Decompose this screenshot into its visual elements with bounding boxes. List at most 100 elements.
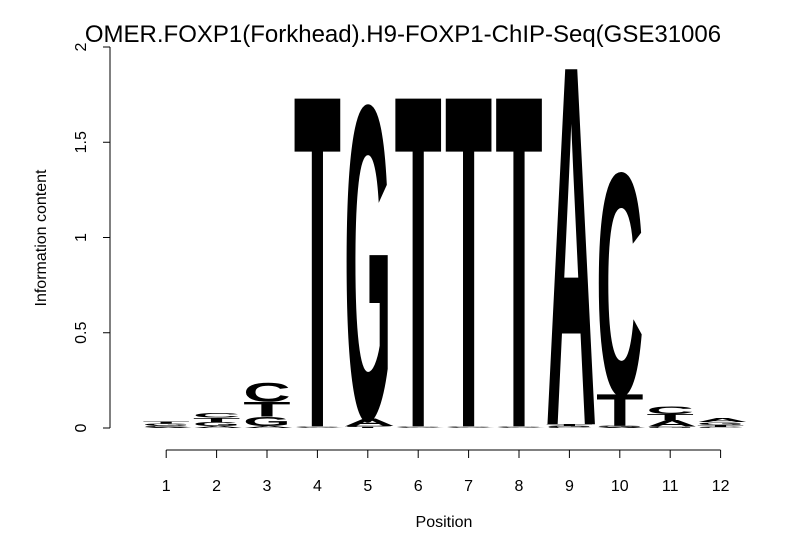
logo-letter-glyph: C xyxy=(596,106,643,462)
logo-letter-c: C xyxy=(294,427,341,428)
logo-letter-a: A xyxy=(344,416,395,428)
logo-letter-glyph: A xyxy=(445,427,496,428)
y-tick-label: 2 xyxy=(73,42,90,51)
logo-letter-t: T xyxy=(193,416,241,423)
y-tick-label: 0 xyxy=(73,423,90,432)
logo-letter-a: A xyxy=(495,427,546,428)
logo-letter-g: G xyxy=(243,414,290,429)
y-axis: 0 0.5 1 1.5 2 xyxy=(73,42,111,432)
logo-letter-g: G xyxy=(596,426,643,427)
logo-letter-glyph: C xyxy=(647,404,694,416)
x-tick-label: 7 xyxy=(464,478,473,495)
logo-letter-glyph: C xyxy=(697,427,744,429)
logo-letter-t: T xyxy=(243,398,291,421)
logo-letter-glyph: T xyxy=(697,424,744,427)
logo-letter-glyph: A xyxy=(697,417,748,423)
x-axis: 1 2 3 4 5 6 7 8 9 10 11 12 xyxy=(162,449,730,495)
logo-letter-g: G xyxy=(546,426,593,427)
logo-letter-glyph: A xyxy=(647,418,698,428)
logo-letter-glyph: T xyxy=(647,413,695,422)
logo-letter-c: C xyxy=(546,427,593,428)
logo-letter-glyph: C xyxy=(546,427,593,428)
logo-letter-g: G xyxy=(495,426,542,427)
logo-letter-glyph: T xyxy=(445,0,492,528)
logo-letter-a: A xyxy=(294,427,345,428)
logo-letter-glyph: A xyxy=(294,427,345,428)
logo-letter-glyph: T xyxy=(395,0,442,528)
x-tick-label: 5 xyxy=(363,478,372,495)
logo-letter-glyph: C xyxy=(193,412,240,419)
logo-letter-t: T xyxy=(697,424,744,427)
logo-letter-c: C xyxy=(143,425,190,427)
logo-letter-glyph: G xyxy=(143,423,190,426)
x-tick-label: 6 xyxy=(414,478,423,495)
logo-letter-c: C xyxy=(395,427,442,428)
logo-letter-c: C xyxy=(647,404,694,416)
logo-letter-glyph: T xyxy=(294,0,341,528)
logo-letter-glyph: C xyxy=(395,427,442,428)
logo-letter-a: A xyxy=(546,0,597,535)
x-tick-label: 11 xyxy=(662,478,679,495)
logo-letter-glyph: C xyxy=(294,427,341,428)
logo-letter-t: T xyxy=(647,413,695,422)
logo-letter-t: T xyxy=(596,386,644,436)
logo-letter-glyph: C xyxy=(344,426,391,428)
logo-letter-c: C xyxy=(193,412,240,419)
logo-letter-a: A xyxy=(193,426,244,429)
logo-letter-c: C xyxy=(445,427,492,428)
logo-letter-g: G xyxy=(395,426,442,427)
logo-letter-a: A xyxy=(395,427,446,428)
logo-letter-glyph: C xyxy=(495,427,542,428)
logo-letter-c: C xyxy=(495,427,542,428)
logo-letter-g: G xyxy=(647,426,694,428)
logo-letter-glyph: G xyxy=(596,426,643,427)
y-tick-label: 0.5 xyxy=(73,322,90,344)
logo-letter-glyph: G xyxy=(697,421,744,425)
logo-letter-glyph: C xyxy=(445,427,492,428)
logo-letter-glyph: G xyxy=(294,426,341,427)
logo-letter-glyph: G xyxy=(546,426,593,427)
logo-letter-glyph: A xyxy=(546,0,597,535)
logo-letter-t: T xyxy=(445,0,492,528)
logo-letter-c: C xyxy=(243,378,290,408)
logo-letter-t: T xyxy=(495,0,542,528)
logo-letter-g: G xyxy=(697,421,744,425)
logo-letter-t: T xyxy=(294,0,341,528)
logo-letter-c: C xyxy=(344,426,391,428)
y-tick-label: 1.5 xyxy=(73,131,90,153)
logo-letter-glyph: T xyxy=(596,386,644,436)
x-tick-label: 2 xyxy=(212,478,221,495)
logo-letter-glyph: A xyxy=(344,416,395,428)
x-tick-label: 4 xyxy=(313,478,322,495)
logo-letter-glyph: T xyxy=(243,398,291,421)
x-tick-label: 3 xyxy=(263,478,272,495)
logo-letter-glyph: T xyxy=(495,0,542,528)
chart-title: OMER.FOXP1(Forkhead).H9-FOXP1-ChIP-Seq(G… xyxy=(85,21,721,48)
logo-letter-a: A xyxy=(647,418,698,428)
logo-letter-g: G xyxy=(294,426,341,427)
logo-letter-glyph: T xyxy=(193,416,241,423)
logo-letter-glyph: A xyxy=(395,427,446,428)
logo-letter-glyph: A xyxy=(243,426,294,429)
y-tick-label: 1 xyxy=(73,233,90,242)
x-tick-label: 9 xyxy=(565,478,574,495)
logo-letter-glyph: A xyxy=(495,427,546,428)
logo-letter-t: T xyxy=(344,427,391,428)
x-tick-label: 12 xyxy=(712,478,730,495)
logo-letter-glyph: C xyxy=(243,378,290,408)
logo-letter-glyph: G xyxy=(344,12,391,515)
logo-letter-g: G xyxy=(143,423,190,426)
logo-letter-glyph: G xyxy=(193,421,240,427)
logo-letter-glyph: T xyxy=(344,427,391,428)
logo-letter-glyph: G xyxy=(647,426,694,428)
logo-letter-glyph: A xyxy=(193,426,244,429)
logo-letter-a: A xyxy=(445,427,496,428)
x-tick-label: 8 xyxy=(515,478,524,495)
logo-letter-glyph: T xyxy=(546,424,593,427)
logo-letter-glyph: A xyxy=(596,427,647,428)
logo-letter-glyph: G xyxy=(243,414,290,429)
logo-letter-a: A xyxy=(596,427,647,428)
logo-letter-g: G xyxy=(445,426,492,427)
logo-letter-a: A xyxy=(697,417,748,423)
